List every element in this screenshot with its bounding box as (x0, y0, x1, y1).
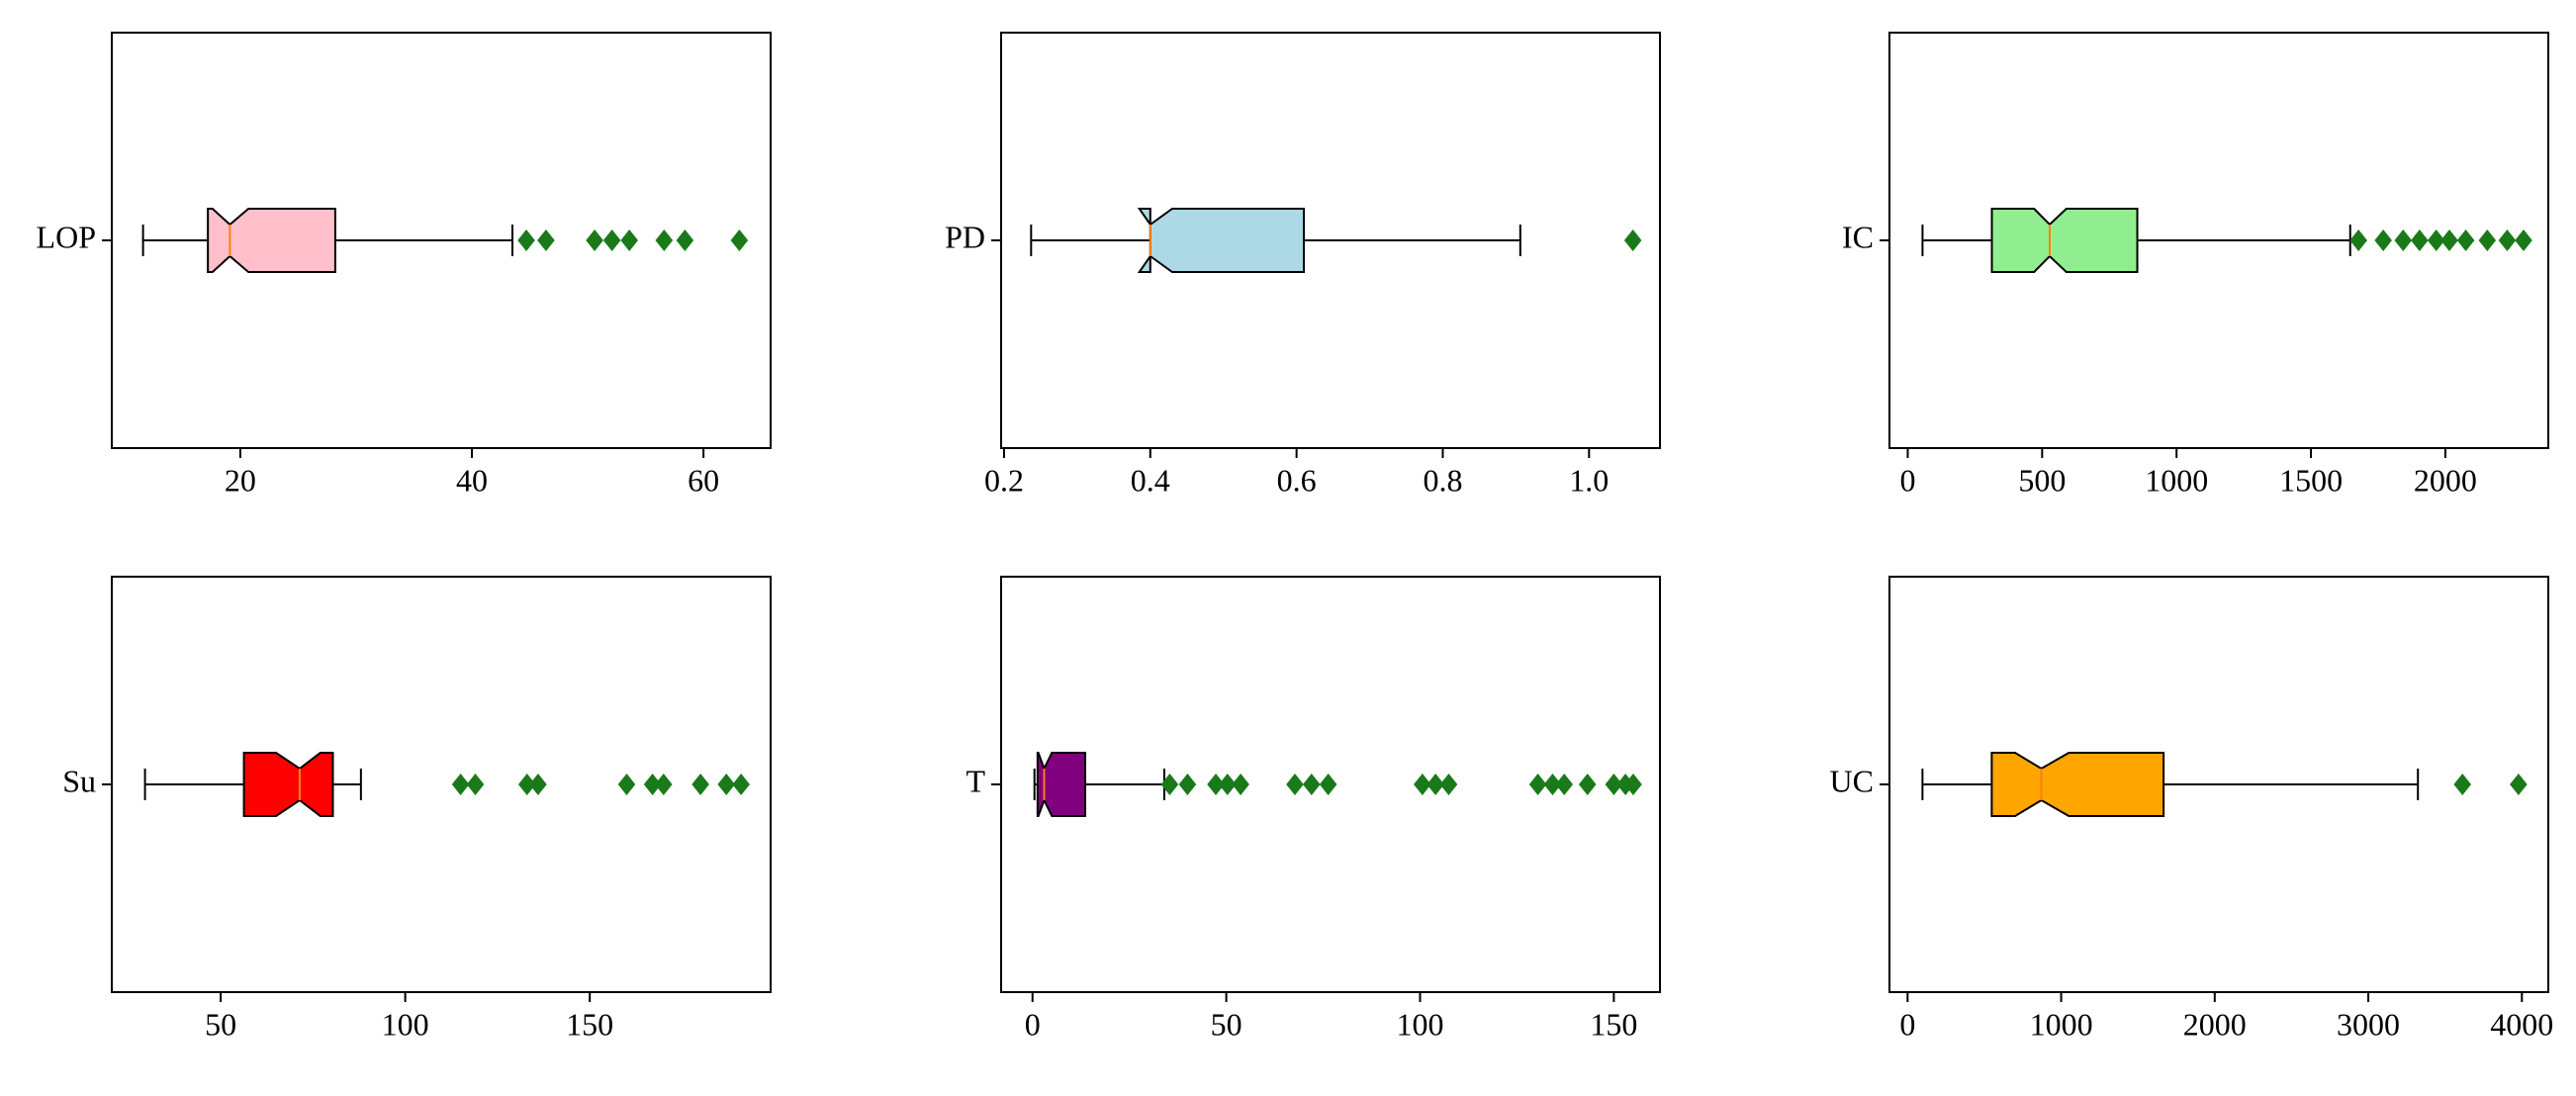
flier (1555, 774, 1574, 795)
x-tick-label: 150 (566, 1006, 613, 1042)
y-tick-label: Su (62, 763, 96, 798)
x-tick-label: 100 (382, 1006, 429, 1042)
x-tick-label: 0.8 (1423, 462, 1462, 498)
flier (1303, 774, 1321, 795)
flier (1578, 774, 1597, 795)
x-tick-label: 3000 (2337, 1006, 2400, 1042)
flier (537, 229, 555, 251)
x-tick-label: 1000 (2030, 1006, 2093, 1042)
x-tick-label: 4000 (2490, 1006, 2553, 1042)
flier (2453, 774, 2472, 795)
x-tick-label: 0.2 (984, 462, 1024, 498)
flier (730, 229, 749, 251)
flier (676, 229, 694, 251)
x-tick-label: 0.4 (1131, 462, 1170, 498)
flier (1528, 774, 1547, 795)
flier (617, 774, 636, 795)
flier (1286, 774, 1304, 795)
box (1137, 208, 1306, 273)
flier (2478, 229, 2497, 251)
flier (717, 774, 736, 795)
flier (1232, 774, 1249, 795)
x-tick-label: 40 (456, 462, 488, 498)
flier (2440, 229, 2458, 251)
flier (2349, 229, 2367, 251)
flier (1178, 774, 1197, 795)
x-tick-label: 2000 (2183, 1006, 2247, 1042)
x-tick-label: 150 (1590, 1006, 1637, 1042)
flier (1319, 774, 1337, 795)
x-tick-label: 60 (688, 462, 719, 498)
flier (2374, 229, 2392, 251)
flier (691, 774, 709, 795)
x-tick-label: 20 (225, 462, 256, 498)
flier (1160, 774, 1179, 795)
flier (732, 774, 750, 795)
flier (1218, 774, 1237, 795)
x-tick-label: 100 (1396, 1006, 1443, 1042)
flier (2456, 229, 2475, 251)
flier (655, 229, 674, 251)
x-tick-label: 1000 (2145, 462, 2208, 498)
flier (1543, 774, 1562, 795)
x-tick-label: 2000 (2414, 462, 2477, 498)
box (207, 208, 336, 273)
flier (1623, 229, 1642, 251)
box (242, 752, 334, 817)
flier (602, 229, 621, 251)
y-tick-label: PD (945, 219, 985, 254)
flier (643, 774, 662, 795)
flier (2411, 229, 2429, 251)
x-tick-label: 0 (1899, 1006, 1915, 1042)
flier (517, 774, 536, 795)
flier (1207, 774, 1225, 795)
y-tick-label: LOP (37, 219, 96, 254)
x-tick-label: 0.6 (1277, 462, 1317, 498)
flier (2427, 229, 2445, 251)
x-tick-label: 0 (1025, 1006, 1041, 1042)
flier (620, 229, 639, 251)
flier (2498, 229, 2517, 251)
flier (517, 229, 535, 251)
flier (529, 774, 547, 795)
flier (1624, 774, 1642, 795)
flier (1439, 774, 1458, 795)
x-tick-label: 0 (1899, 462, 1915, 498)
y-tick-label: T (966, 763, 985, 798)
box (1990, 752, 2165, 817)
box (1990, 208, 2139, 273)
y-tick-label: UC (1830, 763, 1874, 798)
flier (1605, 774, 1623, 795)
flier (2510, 774, 2528, 795)
box (1036, 752, 1087, 817)
flier (2515, 229, 2532, 251)
flier (654, 774, 673, 795)
x-tick-label: 1500 (2279, 462, 2343, 498)
x-tick-label: 50 (1211, 1006, 1242, 1042)
flier (1426, 774, 1444, 795)
flier (466, 774, 485, 795)
x-tick-label: 1.0 (1569, 462, 1609, 498)
x-tick-label: 50 (205, 1006, 236, 1042)
flier (1414, 774, 1431, 795)
y-tick-label: IC (1842, 219, 1874, 254)
flier (2394, 229, 2413, 251)
flier (451, 774, 470, 795)
flier (586, 229, 603, 251)
x-tick-label: 500 (2018, 462, 2066, 498)
